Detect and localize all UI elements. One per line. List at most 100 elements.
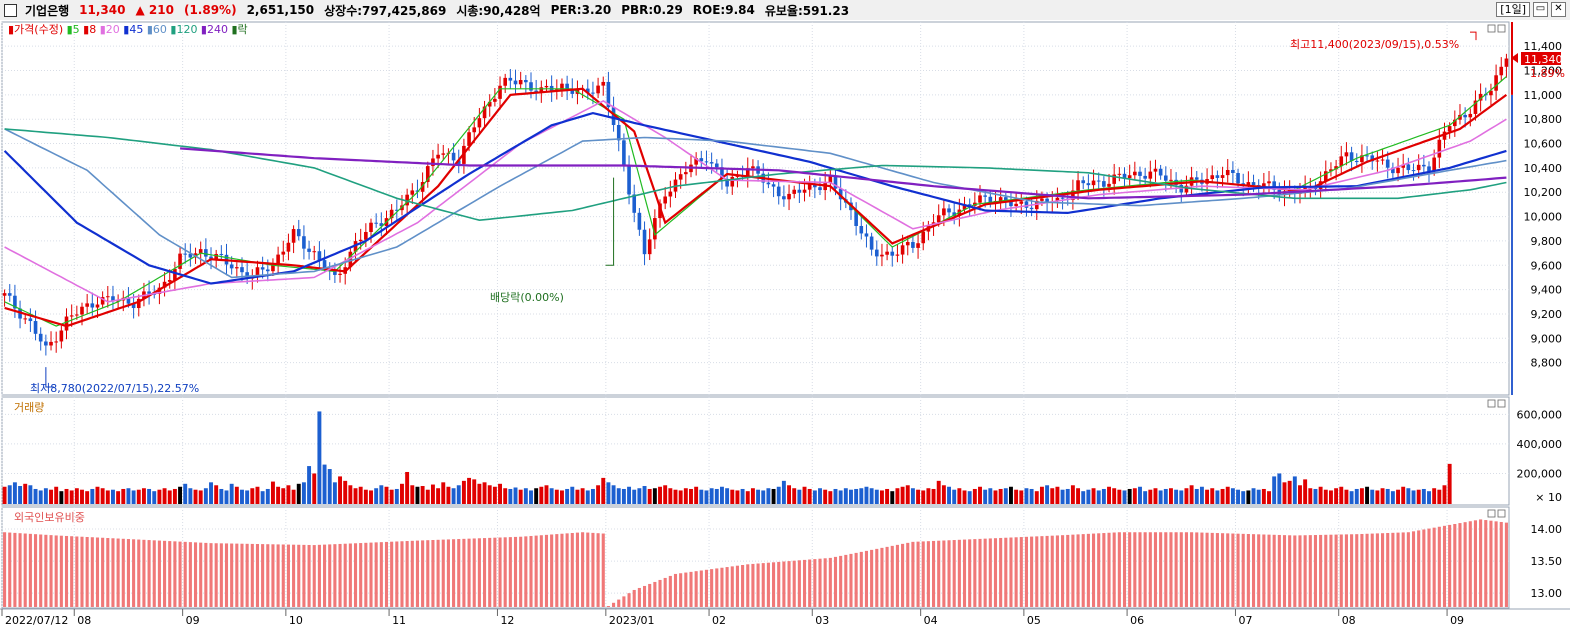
volume-bar (776, 486, 781, 504)
foreign-bar (348, 543, 352, 607)
candle-body (720, 167, 724, 179)
foreign-bar (1272, 534, 1276, 607)
candle-body (1365, 155, 1369, 157)
ma-legend-240: ▮240 (197, 23, 228, 36)
dividend-marker (605, 177, 615, 266)
period-selector[interactable]: [1일] (1496, 2, 1530, 17)
candle-body (1494, 75, 1498, 91)
candle-body (85, 303, 89, 307)
close-icon[interactable]: ✕ (1551, 2, 1566, 17)
foreign-bar (1288, 535, 1292, 607)
foreign-bar (818, 558, 822, 607)
volume-bar (240, 489, 244, 504)
volume-bar (766, 488, 771, 504)
volume-bar (1065, 488, 1070, 504)
foreign-bar (1267, 534, 1271, 607)
candle-body (1344, 152, 1349, 157)
foreign-bar (751, 563, 755, 607)
foreign-bar (1422, 529, 1426, 607)
dividend-annotation: 배당락(0.00%) (490, 291, 564, 304)
candle-body (1499, 66, 1504, 76)
volume-bar (353, 488, 358, 504)
volume-bar (1060, 489, 1065, 504)
foreign-bar (266, 544, 270, 607)
volume-bar (900, 486, 905, 504)
volume-bar (1241, 491, 1246, 504)
foreign-bar (1381, 533, 1385, 607)
foreign-bar (973, 539, 977, 607)
foreign-bar (694, 571, 698, 607)
foreign-bar (560, 533, 564, 607)
foreign-bar (483, 538, 487, 607)
ma-line-240 (180, 147, 1507, 200)
candle-body (28, 318, 33, 322)
volume-bar (1246, 490, 1251, 504)
volume-bar (632, 489, 637, 504)
foreign-bar (1401, 532, 1405, 607)
panel-frame-3 (1, 506, 1510, 609)
foreign-bar (1406, 532, 1410, 607)
last-price-tag: 11,340 (1511, 52, 1563, 66)
foreign-bar (1055, 535, 1059, 607)
price-legend-label: ▮가격(수정) (8, 23, 63, 36)
foreign-bar (581, 532, 585, 607)
volume-bar (12, 482, 17, 504)
foreign-bar (673, 573, 678, 607)
foreign-bar (704, 569, 709, 607)
candle-body (188, 253, 193, 258)
foreign-bar (1339, 534, 1343, 607)
foreign-bar (1360, 533, 1364, 607)
candle-body (240, 267, 244, 273)
foreign-bar (1221, 533, 1225, 607)
foreign-bar (1030, 536, 1034, 607)
volume-bar (565, 488, 570, 504)
foreign-bar (1417, 530, 1421, 607)
candle-body (44, 341, 48, 346)
foreign-bar (410, 540, 414, 607)
volume-bar (461, 480, 466, 504)
foreign-bar (710, 569, 714, 607)
volume-bar (317, 411, 322, 504)
candle-body (1076, 180, 1080, 191)
volume-bar (601, 477, 606, 504)
candle-body (260, 267, 265, 270)
volume-bar (214, 485, 219, 504)
xaxis-label: 09 (1450, 614, 1464, 627)
foreign-bar (44, 534, 48, 607)
volume-bar (178, 486, 183, 504)
xaxis-label: 02 (712, 614, 726, 627)
volume-bar (1091, 488, 1096, 504)
candle-body (565, 83, 569, 90)
foreign-bar (746, 564, 750, 607)
volume-bar (152, 491, 157, 504)
volume-bar (683, 488, 688, 504)
foreign-bar (255, 544, 260, 607)
volume-bar (544, 485, 549, 504)
minimize-icon[interactable]: ▭ (1533, 2, 1548, 17)
candle-body (596, 85, 600, 94)
foreign-bar (297, 544, 301, 607)
foreign-bar (1112, 532, 1116, 607)
candle-body (1427, 166, 1431, 172)
candle-body (890, 251, 895, 256)
stock-price: 11,340 (79, 3, 126, 17)
foreign-bar (632, 589, 636, 607)
candle-body (296, 229, 301, 237)
volume-bar (1199, 486, 1204, 504)
candle-body (962, 204, 967, 210)
volume-bar (327, 469, 332, 504)
foreign-bar (328, 544, 332, 607)
candle-body (1370, 155, 1375, 162)
candle-body (1081, 180, 1086, 184)
candle-body (493, 98, 497, 102)
candle-body (1194, 177, 1199, 180)
header-checkbox[interactable] (4, 3, 17, 17)
ma-legend-20: ▮20 (96, 23, 120, 36)
volume-bar (276, 486, 281, 504)
candle-body (1380, 159, 1385, 161)
candle-body (911, 242, 915, 248)
foreign-bar (281, 544, 285, 607)
candle-body (560, 83, 564, 90)
foreign-bar (400, 541, 404, 607)
volume-bar (647, 488, 652, 504)
